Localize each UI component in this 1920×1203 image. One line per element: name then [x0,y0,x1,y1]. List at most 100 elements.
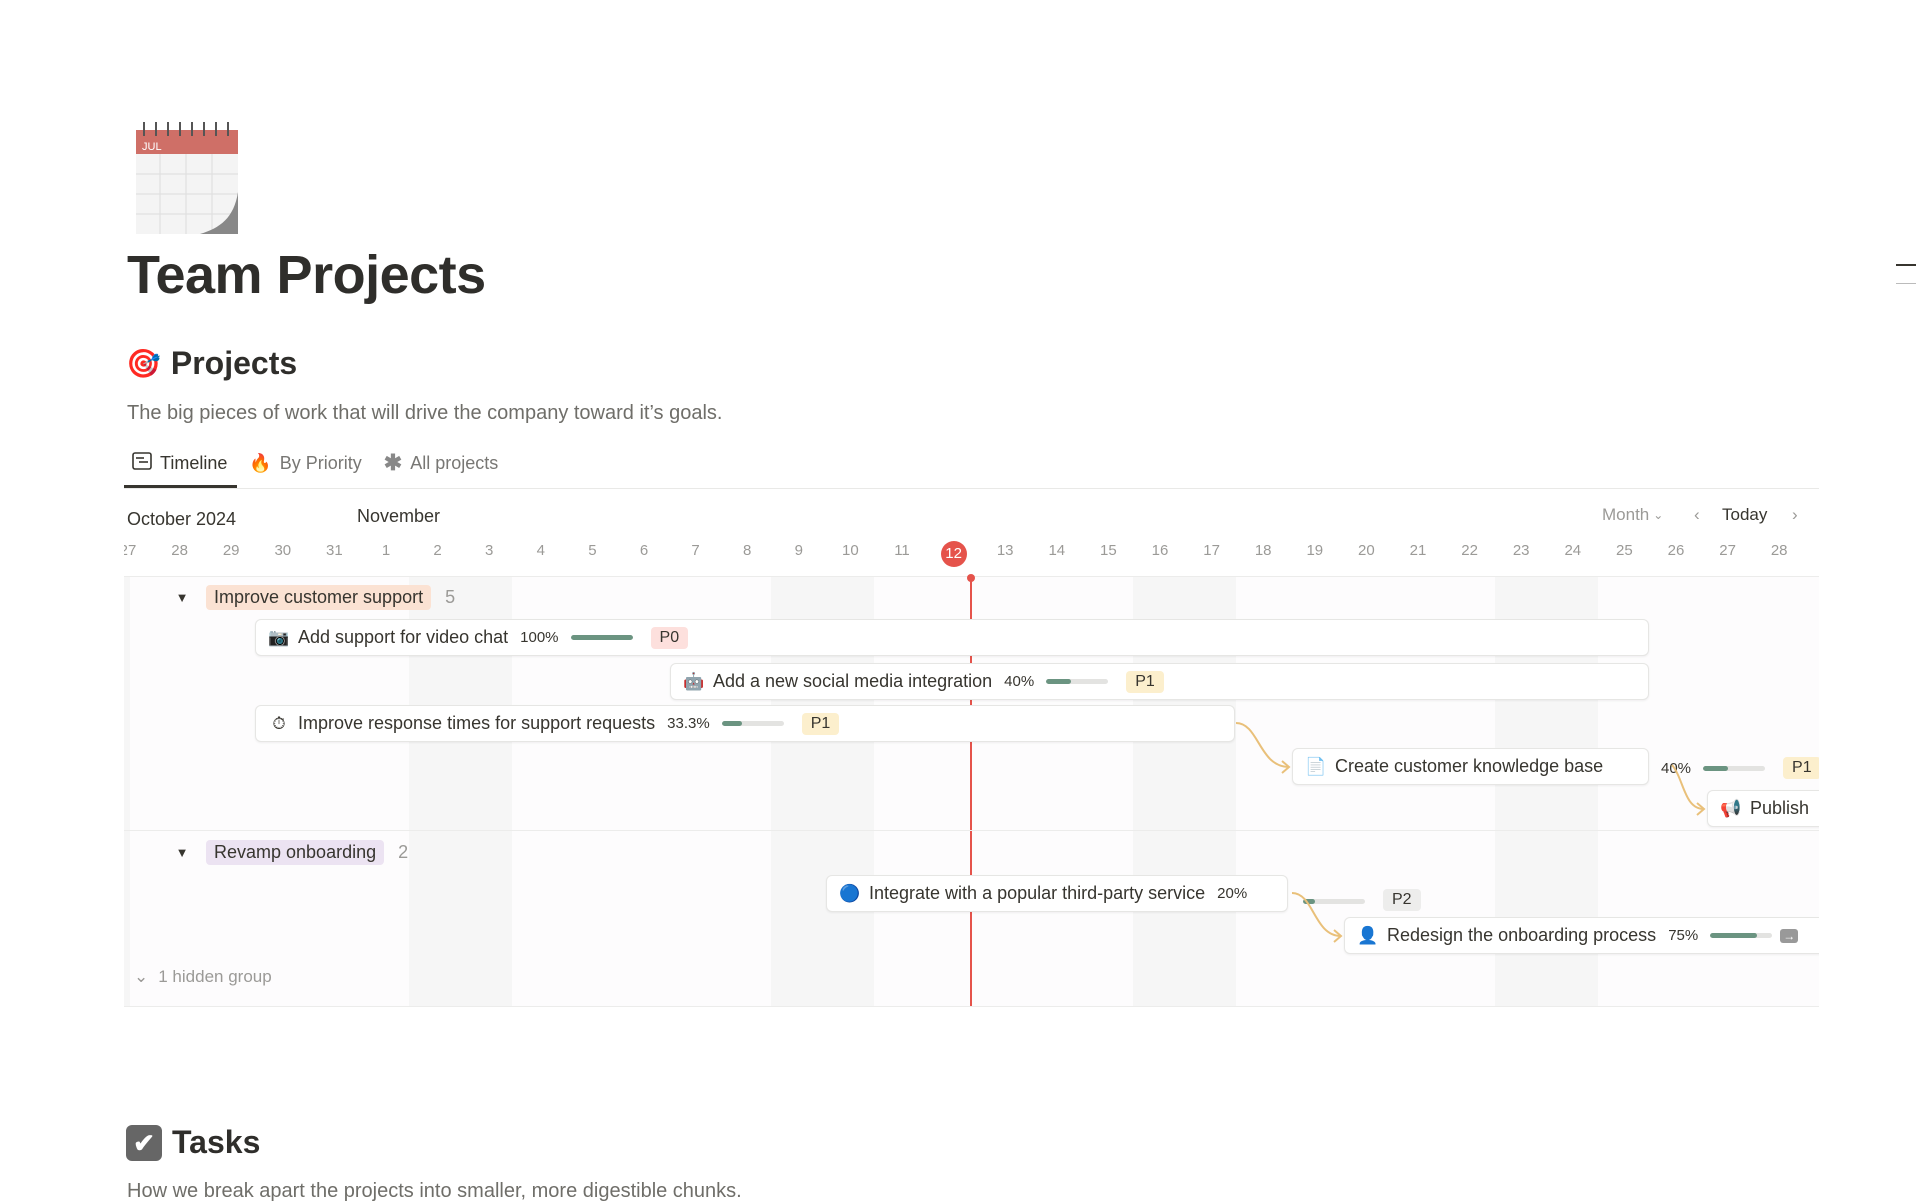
projects-heading-text: Projects [170,345,298,381]
timeline-item[interactable]: ⏱ Improve response times for support req… [255,705,1235,742]
progress-fill [1046,679,1071,684]
item-title: Add support for video chat [298,627,509,647]
stopwatch-icon: ⏱ [272,713,286,733]
tasks-heading: ✔ Tasks [126,1124,260,1161]
day-label: 6 [639,542,649,559]
progress-fill [721,721,743,726]
outline-marker[interactable] [1896,264,1916,266]
tab-all-projects[interactable]: ✱ All projects [384,448,498,478]
today-button[interactable]: Today [1722,505,1768,524]
next-button[interactable]: › [1792,505,1798,525]
open-arrow-icon[interactable]: → [1780,928,1799,943]
day-label: 27 [124,542,137,559]
timeline-view: October 2024 November Month ⌄ ‹ Today › … [124,489,1819,1007]
day-label: 9 [794,542,803,559]
timeline-item[interactable]: 👤 Redesign the onboarding process 75% → [1344,917,1819,954]
dependency-arrows [1235,722,1706,943]
day-label: 29 [222,542,240,559]
progress-fill [1710,933,1757,938]
collapse-triangle-icon[interactable]: ▼ [175,845,189,860]
view-select[interactable]: Month ⌄ [1602,505,1663,525]
month-label: October 2024 [127,509,237,529]
dependency-arrow [1291,892,1342,937]
hidden-groups-label: 1 hidden group [158,967,272,986]
document-icon: 📄 [1305,756,1327,776]
robot-icon: 🤖 [683,671,705,691]
projects-description: The big pieces of work that will drive t… [127,402,723,424]
divider [124,488,1819,489]
dependency-arrow [1671,764,1705,810]
view-tabs: Timeline 🔥 By Priority ✱ All projects [123,448,498,488]
collapse-triangle-icon[interactable]: ▼ [175,590,189,605]
day-label: 17 [1203,542,1220,559]
chevron-down-icon: ⌄ [134,967,149,986]
timeline-item[interactable]: 🔵 Integrate with a popular third-party s… [826,875,1421,912]
day-label: 24 [1564,542,1582,559]
megaphone-icon: 📢 [1720,798,1742,818]
timeline-item[interactable]: 📷 Add support for video chat 100% P0 [255,619,1649,656]
timeline-item[interactable]: 📢 Publish [1707,790,1819,827]
progress-fill [570,635,633,640]
tab-by-priority[interactable]: 🔥 By Priority [249,448,361,478]
day-label: 18 [1254,542,1272,559]
timeline-icon [132,451,152,475]
progress-bar [1710,933,1773,938]
calendar-icon: JUL [136,122,238,234]
group-pill: Improve customer support [206,585,432,610]
day-label: 10 [842,542,859,559]
checkbox-icon: ✔ [126,1124,162,1161]
day-label: 5 [588,542,597,559]
item-progress-text: 100% [520,629,559,646]
chevron-left-icon: ‹ [1694,505,1700,524]
group-header[interactable]: ▼ Revamp onboarding 2 [172,840,408,865]
group-count: 2 [398,842,409,862]
progress-bar [1703,765,1766,771]
day-label: 28 [1770,542,1788,559]
tab-label: Timeline [160,452,228,473]
day-label: 21 [1409,542,1427,559]
group-header[interactable]: ▼ Improve customer support 5 [172,585,455,610]
day-label: 8 [743,542,752,559]
item-title: Publish [1750,798,1810,818]
target-icon: 🎯 [126,348,161,379]
item-progress-text: 20% [1217,885,1248,902]
svg-text:JUL: JUL [142,141,162,153]
weekend-column [124,577,130,1007]
day-label: 31 [326,542,343,559]
month-label: November [357,506,441,526]
item-title: Integrate with a popular third-party ser… [869,883,1206,903]
item-progress-text: 40% [1004,673,1035,690]
group-pill: Revamp onboarding [206,840,385,865]
blue-orb-icon: 🔵 [839,883,861,903]
hidden-groups-toggle[interactable]: ⌄ 1 hidden group [134,967,272,987]
prev-button[interactable]: ‹ [1694,505,1700,525]
timeline-item[interactable]: 📄 Create customer knowledge base 40% P1 [1292,748,1819,785]
day-label: 14 [1048,542,1066,559]
day-label: 1 [381,542,391,559]
day-label: 2 [433,542,442,559]
day-label: 22 [1461,542,1478,559]
priority-badge: P1 [1783,757,1819,779]
today-line [970,577,972,1007]
priority-badge: P1 [801,712,840,735]
day-label: 25 [1616,542,1633,559]
asterisk-icon: ✱ [383,450,403,475]
day-label: 28 [171,542,188,559]
tab-timeline[interactable]: Timeline [123,448,238,488]
priority-badge: P1 [1126,670,1164,693]
timeline-item[interactable]: 🤖 Add a new social media integration 40%… [670,663,1649,700]
projects-heading: 🎯 Projects [126,345,297,382]
day-label: 11 [894,542,910,559]
progress-bar [721,721,784,726]
fire-icon: 🔥 [249,452,272,473]
view-select-label: Month [1602,505,1650,524]
progress-fill [1303,898,1316,904]
day-label: 16 [1151,542,1169,559]
timeline-bottom-border [124,1006,1819,1007]
item-title: Create customer knowledge base [1335,756,1604,776]
group-count: 5 [445,587,456,607]
progress-bar [1046,679,1109,684]
outline-marker[interactable] [1896,283,1916,284]
item-progress-text: 40% [1661,759,1692,777]
day-label: 23 [1512,542,1530,559]
